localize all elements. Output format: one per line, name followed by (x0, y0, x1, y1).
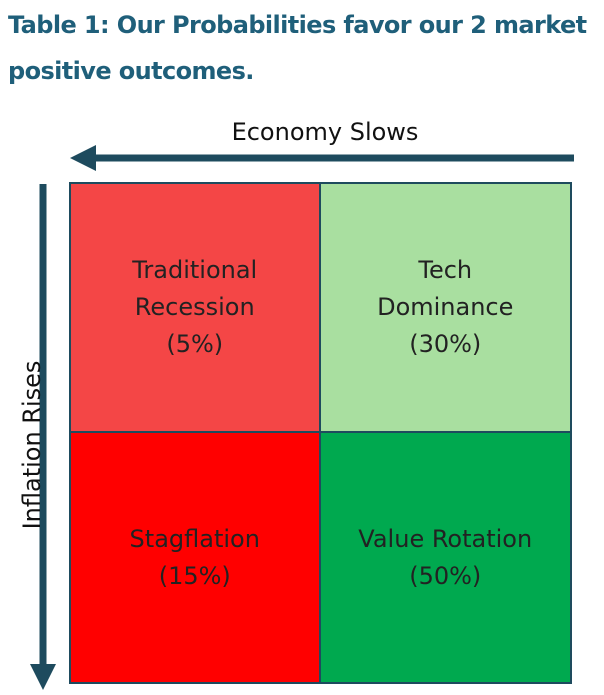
quadrant-traditional-recession: Traditional Recession (5%) (71, 184, 321, 433)
quadrant-probability: (30%) (409, 330, 482, 358)
quadrant-line: Tech (418, 256, 473, 284)
quadrant-stagflation: Stagflation (15%) (71, 433, 321, 682)
quadrant-tech-dominance: Tech Dominance (30%) (320, 184, 570, 433)
inflation-rises-label: Inflation Rises (18, 360, 46, 530)
quadrant-line: Dominance (377, 293, 514, 321)
quadrant-value-rotation: Value Rotation (50%) (320, 433, 570, 682)
page-title: Table 1: Our Probabilities favor our 2 m… (8, 2, 600, 94)
economy-slows-label: Economy Slows (231, 118, 419, 146)
quadrant-line: Value Rotation (358, 524, 533, 553)
quadrant-probability: (15%) (158, 561, 231, 590)
quadrant-line: Stagflation (129, 524, 260, 553)
title-line-1: Table 1: Our Probabilities favor our 2 m… (8, 11, 587, 39)
inflation-rises-arrow-head (30, 664, 56, 690)
quadrant-line: Traditional (132, 256, 258, 284)
quadrant-probability: (5%) (166, 330, 224, 358)
title-line-2: positive outcomes. (8, 57, 254, 85)
quadrant-line: Recession (134, 293, 255, 321)
economy-slows-arrow-head (70, 145, 96, 171)
scenario-matrix: Traditional Recession (5%) Tech Dominanc… (69, 182, 572, 684)
inflation-rises-label-wrap: Inflation Rises (2, 325, 62, 565)
quadrant-probability: (50%) (409, 561, 482, 590)
